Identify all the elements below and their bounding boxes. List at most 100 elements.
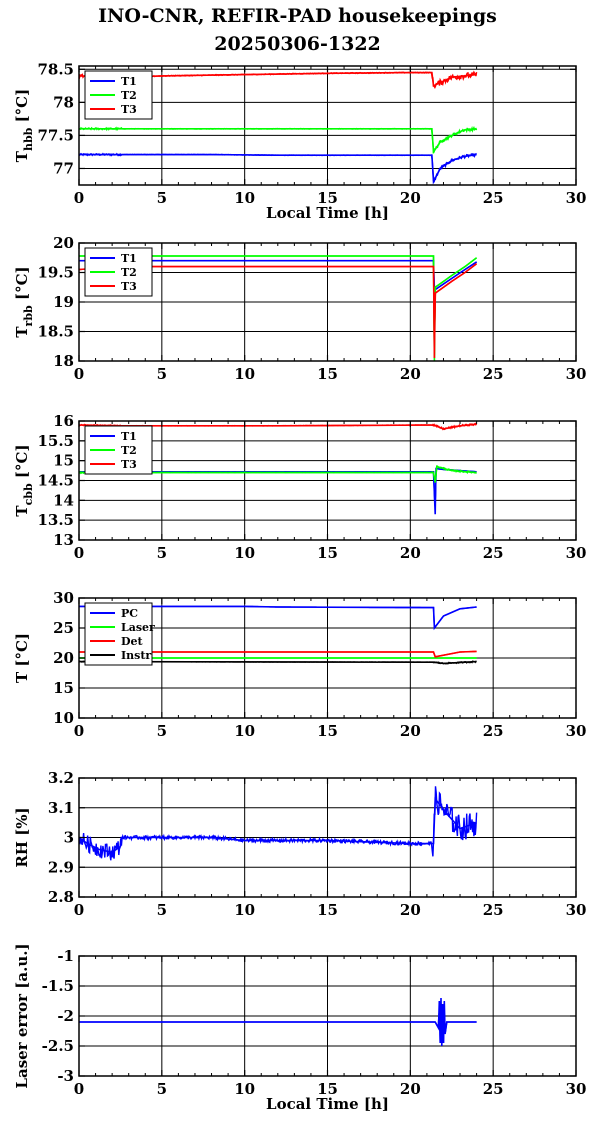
x-tick-label: 20 — [400, 1080, 421, 1098]
y-axis-label-subscript: hbb — [22, 127, 35, 151]
y-axis-label-unit: [°C] — [13, 89, 31, 128]
x-tick-label: 25 — [483, 901, 504, 919]
y-axis-label: RH [%] — [13, 807, 31, 867]
y-tick-label: 25 — [53, 619, 74, 637]
legend-label: T2 — [121, 266, 137, 279]
y-tick-label: 2.9 — [48, 858, 74, 876]
y-tick-label: 10 — [53, 709, 74, 727]
y-tick-label: -3 — [57, 1067, 74, 1085]
legend-label: T3 — [121, 280, 137, 293]
y-tick-label: 16 — [53, 412, 74, 430]
chart-title-line-2: 20250306-1322 — [214, 33, 381, 55]
y-tick-label: 77 — [53, 159, 74, 177]
y-tick-label: 15.5 — [37, 432, 74, 450]
series-line-t2 — [79, 128, 477, 155]
x-tick-label: 15 — [317, 1080, 338, 1098]
x-tick-label: 10 — [234, 365, 255, 383]
y-axis-label-unit: [°C] — [13, 266, 31, 305]
x-tick-label: 20 — [400, 544, 421, 562]
y-tick-label: 15 — [53, 679, 74, 697]
y-tick-label: 30 — [53, 589, 74, 607]
x-tick-label: 0 — [74, 189, 84, 207]
x-tick-label: 10 — [234, 189, 255, 207]
y-tick-label: 19 — [53, 293, 74, 311]
x-tick-label: 30 — [566, 901, 587, 919]
x-tick-label: 15 — [317, 722, 338, 740]
x-tick-label: 15 — [317, 365, 338, 383]
y-tick-label: 14.5 — [37, 472, 74, 490]
x-tick-label: 25 — [483, 189, 504, 207]
y-tick-label: -2.5 — [42, 1037, 74, 1055]
y-axis-label-main: T — [13, 326, 31, 338]
legend-label: Det — [121, 635, 144, 648]
x-tick-label: 10 — [234, 544, 255, 562]
x-tick-label: 25 — [483, 365, 504, 383]
y-tick-label: -1.5 — [42, 977, 74, 995]
x-tick-label: 30 — [566, 544, 587, 562]
y-tick-label: 18 — [53, 352, 74, 370]
series-group — [79, 786, 478, 861]
y-tick-label: 3 — [64, 829, 74, 847]
y-tick-label: 3.1 — [48, 799, 74, 817]
y-axis-label-unit: [°C] — [13, 444, 31, 483]
x-tick-label: 25 — [483, 544, 504, 562]
panel-5: 0 5 10 15 20 25 30 2.8 2.9 3 3.1 3.2 RH [%] — [13, 769, 586, 919]
panel-4: 0 5 10 15 20 25 30 10 15 20 25 30 T [°C] PCLaserDetIn… — [13, 589, 586, 740]
x-tick-label: 25 — [483, 1080, 504, 1098]
y-axis-label: T [°C] — [13, 633, 31, 683]
x-tick-label: 30 — [566, 1080, 587, 1098]
x-tick-label: 10 — [234, 901, 255, 919]
x-axis-label: Local Time [h] — [266, 1095, 389, 1113]
series-trace-value — [79, 786, 478, 861]
y-tick-label: 15 — [53, 452, 74, 470]
y-axis-label-main: T — [13, 150, 31, 162]
x-tick-label: 30 — [566, 365, 587, 383]
y-tick-label: 19.5 — [37, 264, 74, 282]
series-line-t1 — [79, 467, 477, 515]
y-tick-label: 18.5 — [37, 323, 74, 341]
x-tick-label: 25 — [483, 722, 504, 740]
x-tick-label: 5 — [157, 544, 167, 562]
legend-label: T1 — [121, 75, 137, 88]
legend-label: T2 — [121, 444, 137, 457]
y-axis-label: Trbb [°C] — [13, 266, 35, 337]
series-trace-t1 — [79, 152, 477, 183]
x-tick-label: 30 — [566, 189, 587, 207]
y-tick-label: 77.5 — [37, 126, 74, 144]
series-group — [79, 997, 477, 1047]
legend-label: T2 — [121, 89, 137, 102]
y-axis-label-main: T — [13, 505, 31, 517]
x-tick-label: 0 — [74, 901, 84, 919]
y-axis-label: Thbb [°C] — [13, 89, 35, 162]
y-tick-label: 20 — [53, 649, 74, 667]
y-tick-label: 78.5 — [37, 60, 74, 78]
y-axis-label: Laser error [a.u.] — [13, 943, 31, 1088]
x-tick-label: 5 — [157, 901, 167, 919]
x-axis-label: Local Time [h] — [266, 204, 389, 222]
series-trace-t2 — [79, 125, 478, 154]
x-tick-label: 30 — [566, 722, 587, 740]
legend-label: T3 — [121, 103, 137, 116]
y-tick-label: 2.8 — [48, 888, 74, 906]
x-tick-label: 0 — [74, 722, 84, 740]
legend-label: T1 — [121, 252, 137, 265]
x-tick-label: 20 — [400, 189, 421, 207]
y-axis-label-main: Laser error [a.u.] — [13, 943, 31, 1088]
x-tick-label: 5 — [157, 722, 167, 740]
x-tick-label: 15 — [317, 544, 338, 562]
legend-label: T3 — [121, 458, 137, 471]
y-tick-label: 20 — [53, 234, 74, 252]
y-axis-label-main: RH [%] — [13, 807, 31, 867]
y-tick-label: 13.5 — [37, 511, 74, 529]
y-tick-label: 3.2 — [48, 769, 74, 787]
x-tick-label: 20 — [400, 365, 421, 383]
chart-title-line-1: INO-CNR, REFIR-PAD housekeepings — [98, 5, 497, 27]
legend-label: Instr — [121, 649, 151, 662]
